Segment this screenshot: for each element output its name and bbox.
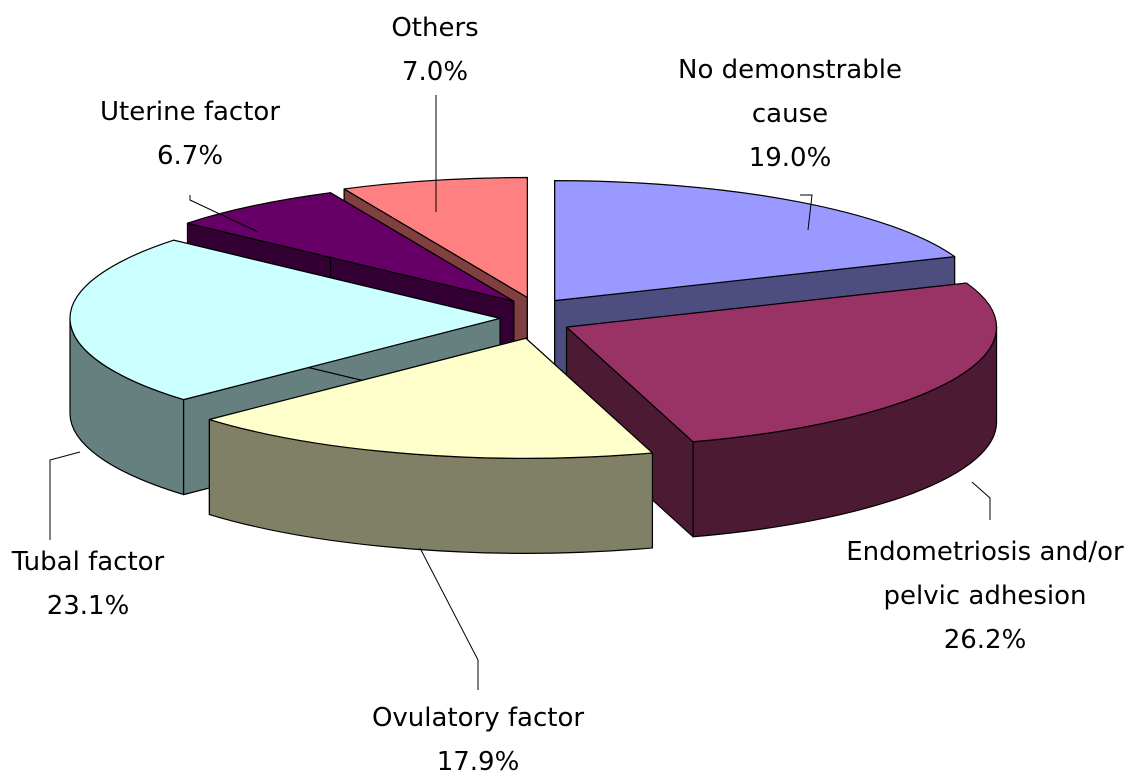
slice bbox=[565, 282, 998, 443]
value-label: 23.1% bbox=[46, 591, 130, 621]
slice-label: Ovulatory factor 17.9% bbox=[318, 696, 638, 775]
slice-label: Endometriosis and/or pelvic adhesion 26.2… bbox=[820, 530, 1147, 662]
category-label: Others bbox=[391, 13, 479, 43]
category-label: Endometriosis and/or pelvic adhesion bbox=[846, 537, 1124, 611]
value-label: 17.9% bbox=[436, 747, 520, 775]
slice bbox=[186, 192, 515, 302]
slice bbox=[554, 180, 956, 302]
value-label: 6.7% bbox=[156, 141, 224, 171]
slice-label: Others 7.0% bbox=[275, 6, 595, 94]
slice bbox=[69, 239, 501, 401]
leader-line bbox=[419, 547, 479, 690]
leader-line bbox=[49, 451, 81, 540]
slice-label: No demonstrable cause 19.0% bbox=[660, 48, 920, 180]
leader-line bbox=[971, 481, 991, 520]
category-label: Tubal factor bbox=[11, 547, 165, 577]
category-label: Ovulatory factor bbox=[371, 703, 585, 733]
slice bbox=[208, 337, 654, 459]
category-label: Uterine factor bbox=[99, 97, 281, 127]
leader-line bbox=[189, 195, 259, 233]
category-label: No demonstrable cause bbox=[678, 55, 902, 129]
value-label: 19.0% bbox=[748, 143, 832, 173]
value-label: 7.0% bbox=[401, 57, 469, 87]
value-label: 26.2% bbox=[943, 625, 1027, 655]
leader-line bbox=[800, 194, 813, 231]
slice bbox=[343, 176, 528, 299]
slice-label: Uterine factor 6.7% bbox=[30, 90, 350, 178]
slice-label: Tubal factor 23.1% bbox=[0, 540, 248, 628]
